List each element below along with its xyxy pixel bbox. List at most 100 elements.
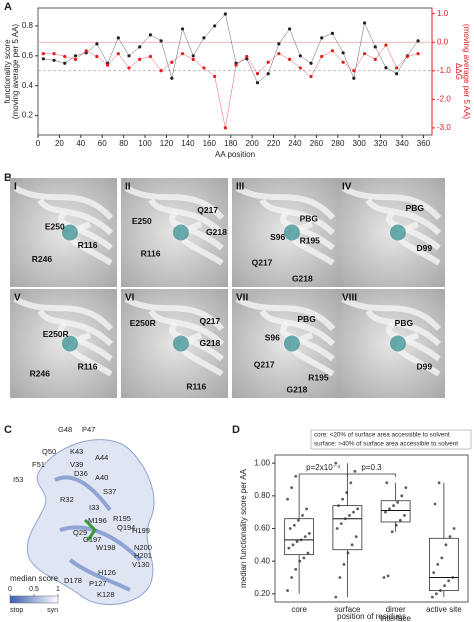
y-tick-label: 1.00 (254, 458, 270, 467)
data-point (277, 52, 281, 56)
x-tick-label: 220 (267, 139, 281, 148)
data-point (330, 49, 335, 53)
data-point (451, 576, 455, 579)
data-point (452, 527, 456, 530)
data-point (395, 66, 399, 70)
data-point (392, 504, 395, 508)
data-point (349, 481, 353, 485)
residue-label: N200 (134, 543, 152, 552)
legend-box (310, 429, 472, 450)
data-point (341, 51, 345, 55)
residue-label: Q50 (42, 447, 56, 456)
residue-label: V39 (70, 460, 83, 469)
data-point (447, 579, 451, 583)
residue-label: R195 (308, 373, 329, 383)
data-point (294, 567, 298, 571)
data-point (290, 576, 294, 579)
residue-stick (283, 335, 300, 352)
data-point (334, 595, 338, 599)
data-point (352, 69, 356, 73)
y-tick-label: 0.6 (22, 51, 34, 60)
colorbar-tick-label: 1 (56, 586, 60, 593)
x-tick-label: 340 (395, 139, 409, 148)
ribbon (365, 309, 442, 347)
data-point (352, 76, 356, 80)
data-point (353, 469, 357, 473)
data-point (286, 497, 289, 501)
x-axis-title: AA position (215, 150, 255, 159)
ribbon (259, 309, 336, 347)
data-point (299, 538, 303, 542)
residue-label: Q217 (254, 360, 275, 370)
residue-label: PBG (297, 314, 316, 324)
residue-label: Q217 (252, 257, 273, 267)
ribbon (124, 185, 225, 221)
data-point (320, 54, 324, 59)
data-point (138, 45, 142, 49)
data-point (170, 60, 174, 64)
ribbon (148, 309, 225, 347)
panel-label: C (4, 424, 12, 436)
ribbon (67, 332, 113, 377)
data-point (290, 486, 294, 490)
box (380, 500, 411, 523)
ribbon (235, 296, 336, 332)
image-numeral: VI (125, 293, 135, 304)
residue-label: F51 (32, 460, 45, 469)
x-tick-label: 200 (245, 139, 259, 148)
data-point (405, 54, 409, 59)
image-numeral: III (236, 182, 245, 193)
residue-label: R195 (300, 235, 321, 245)
data-point (286, 589, 289, 592)
x-tick-label: surface (334, 605, 361, 614)
data-point (105, 63, 110, 67)
ribbon (235, 185, 336, 221)
y2-axis-title: (moving average per 5 AA) (462, 24, 471, 119)
ribbon (341, 296, 442, 332)
significance-label: p=0.3 (361, 463, 382, 472)
x-tick-label: 140 (181, 139, 195, 148)
residue-label: R246 (30, 368, 51, 378)
y2-tick-label: 0.0 (437, 37, 449, 46)
x-tick-label: 260 (310, 139, 324, 148)
ribbon (365, 198, 442, 236)
residue-label: G218 (206, 227, 227, 237)
data-point (202, 66, 206, 70)
data-point (403, 514, 406, 517)
residue-label: V130 (132, 560, 150, 569)
data-point (443, 584, 446, 588)
data-point (301, 514, 304, 517)
data-point (338, 576, 342, 579)
data-point (343, 517, 347, 521)
data-point (288, 27, 292, 31)
y2-tick-label: 1.0 (437, 9, 449, 18)
data-point (159, 39, 163, 43)
data-point (41, 52, 45, 56)
residue-label: PBG (300, 214, 319, 224)
residue-label: R32 (60, 495, 74, 504)
data-point (388, 507, 391, 511)
residue-label: D99 (416, 362, 432, 372)
residue-label: E250 (132, 216, 152, 226)
data-point (404, 486, 408, 490)
data-point (439, 589, 442, 592)
x-tick-label: 360 (417, 139, 431, 148)
x-tick-label: 100 (138, 139, 152, 148)
colorbar-title: median score (10, 574, 59, 583)
data-point (266, 60, 270, 64)
y2-axis-title: ΔΔG (454, 63, 463, 80)
data-point (448, 535, 452, 539)
data-point (348, 514, 351, 517)
data-point (416, 39, 420, 43)
residue-label: Q217 (197, 205, 218, 215)
residue-label: S96 (270, 232, 285, 242)
data-point (73, 54, 78, 58)
x-tick-label: 40 (76, 139, 85, 148)
residue-label: S37 (103, 487, 116, 496)
data-point (444, 543, 448, 547)
data-point (255, 72, 260, 76)
data-point (297, 518, 300, 522)
residue-label: G218 (199, 338, 220, 348)
ribbon (13, 296, 114, 332)
residue-label: R116 (141, 249, 161, 259)
